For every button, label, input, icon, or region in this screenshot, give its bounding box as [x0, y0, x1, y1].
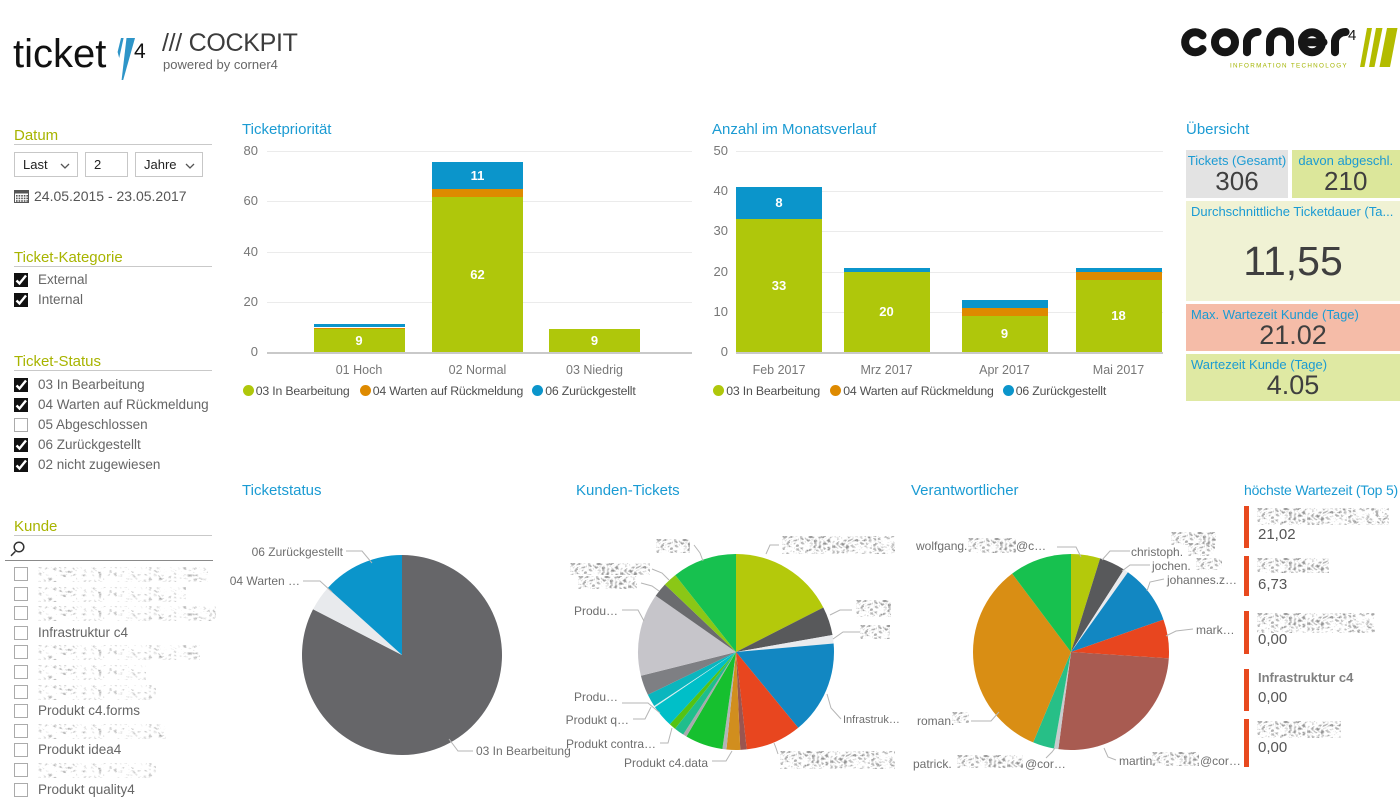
svg-text:INFORMATION TECHNOLOGY: INFORMATION TECHNOLOGY: [1230, 63, 1348, 70]
svg-text:4: 4: [1348, 27, 1356, 44]
